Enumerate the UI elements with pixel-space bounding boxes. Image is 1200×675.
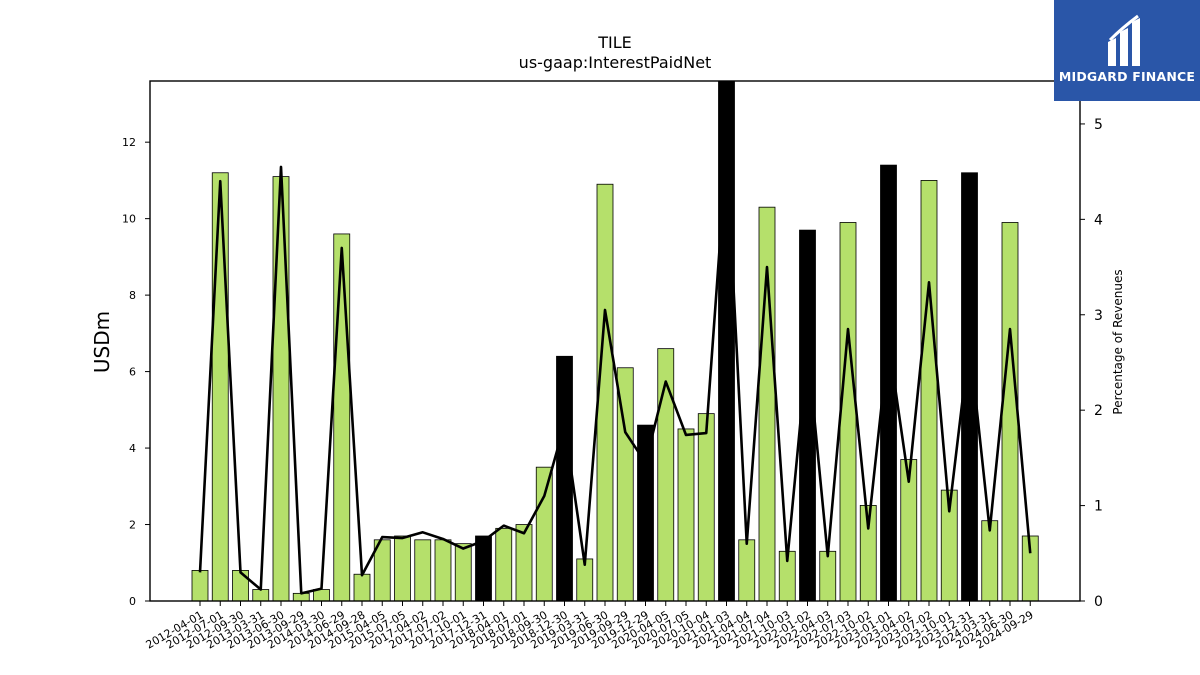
x-axis-ticks: 2012-04-012012-07-012012-09-302013-03-31… — [144, 601, 1036, 652]
y2-tick-label: 5 — [1094, 117, 1103, 133]
y2-tick-label: 0 — [1094, 594, 1103, 610]
y-tick-label: 0 — [129, 595, 136, 608]
y-tick-label: 8 — [129, 289, 136, 302]
logo-text: MIDGARD FINANCE — [1058, 69, 1196, 84]
bar-2020-10-04 — [697, 413, 715, 602]
y-tick-label: 12 — [122, 136, 136, 149]
revenue-pct-line-layer — [198, 151, 1032, 595]
bar-2024-03-31 — [981, 520, 999, 602]
bar-2014-09-28 — [353, 573, 371, 602]
revenue-pct-line — [198, 151, 1032, 595]
y2-tick-label: 2 — [1094, 403, 1103, 419]
bar-2012-07-01 — [211, 172, 229, 602]
bar-2020-07-05 — [677, 428, 695, 602]
bar-2018-09-30 — [535, 466, 553, 602]
bar-2012-09-30 — [232, 570, 249, 602]
chart-title: TILE — [598, 33, 632, 52]
y2-axis-ticks: 0 1 2 3 4 5 — [1080, 117, 1103, 610]
y2-tick-label: 4 — [1094, 212, 1103, 228]
chart-subtitle: us-gaap:InterestPaidNet — [518, 53, 712, 72]
y2-tick-label: 3 — [1094, 308, 1103, 324]
bar-2017-12-31 — [475, 535, 492, 602]
bar-2015-07-05 — [394, 535, 411, 602]
y-tick-label: 4 — [129, 442, 136, 455]
y2-tick-label: 1 — [1094, 499, 1103, 515]
bar-2017-07-02 — [434, 539, 452, 602]
bar-2017-04-02 — [414, 539, 432, 602]
bar-2021-04-04 — [738, 539, 756, 602]
y-axis-ticks: 0 2 4 6 8 10 12 — [122, 136, 150, 608]
plot-border — [149, 80, 1081, 602]
bar-2018-04-01 — [495, 527, 513, 602]
bar-2019-12-29 — [637, 424, 654, 602]
plot-frame — [149, 80, 1081, 602]
y2-axis-label: Percentage of Revenues — [1111, 269, 1125, 414]
bar-2017-10-01 — [454, 543, 472, 602]
bar-2023-07-02 — [920, 180, 938, 602]
bar-2022-07-03 — [839, 222, 857, 602]
y-axis-label: USDm — [90, 311, 114, 373]
bar-2013-03-31 — [252, 589, 270, 602]
bar-2018-07-01 — [515, 524, 533, 602]
bar-2022-04-03 — [819, 550, 837, 602]
y-tick-label: 6 — [129, 366, 136, 379]
bar-2013-06-30 — [272, 176, 290, 602]
bars — [191, 80, 1039, 602]
logo-mark-icon — [1108, 14, 1140, 66]
bar-2024-06-30 — [1001, 222, 1019, 602]
y-tick-label: 10 — [122, 213, 136, 226]
bar-2012-04-01 — [191, 570, 209, 602]
y-tick-label: 2 — [129, 519, 136, 532]
bar-2014-06-29 — [333, 233, 351, 602]
bar-2018-12-30 — [556, 355, 573, 602]
midgard-finance-logo: MIDGARD FINANCE — [1054, 0, 1200, 101]
